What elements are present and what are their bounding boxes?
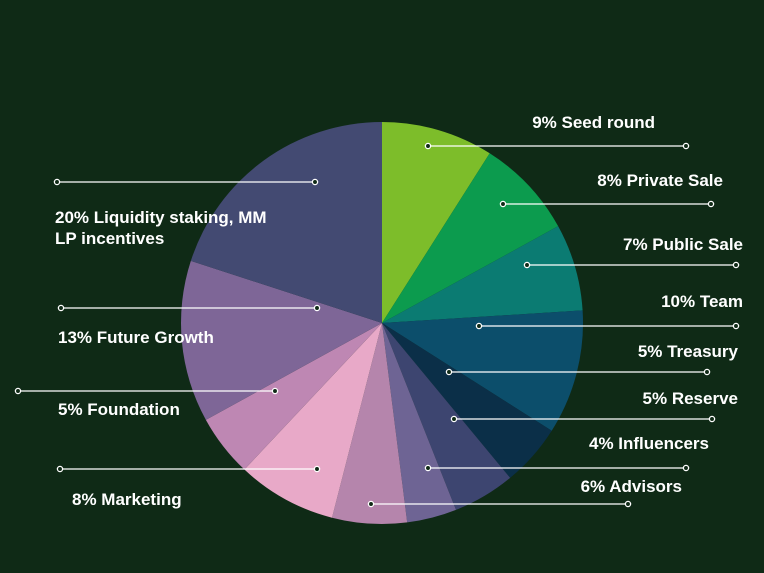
pie-slice [382,153,559,323]
leader-dot [424,464,432,472]
slice-label-line: 8% Marketing [72,490,182,509]
leader-dot [708,415,716,423]
slice-label-line: 10% Team [661,292,743,311]
leader-dot [682,464,690,472]
leader-lines [14,142,740,508]
leader-dot [445,368,453,376]
leader-dot [682,142,690,150]
leader-dot [57,304,65,312]
slice-label-line: 5% Treasury [638,342,739,361]
pie-slice [382,323,511,510]
slice-label: 5% Foundation [58,400,180,419]
leader-dot [367,500,375,508]
pie-slice [205,323,382,470]
leader-dot [523,261,531,269]
slice-label: 7% Public Sale [623,235,743,254]
leader-dot [703,368,711,376]
slice-labels: 9% Seed round 8% Private Sale 7% Public Sa… [55,113,743,509]
leader-dot [311,178,319,186]
pie-slice [190,122,382,323]
slice-label-line: 13% Future Growth [58,328,214,347]
slice-label-line: 7% Public Sale [623,235,743,254]
slice-label: 9% Seed round [532,113,655,132]
slice-label: 20% Liquidity staking, MM LP incentives [55,208,267,248]
leader-dot [271,387,279,395]
slice-label-line: 20% Liquidity staking, MM [55,208,267,227]
pie-slice [382,310,583,431]
pie-slice [382,323,456,523]
slice-label: 10% Team [661,292,743,311]
slice-label-line: LP incentives [55,229,164,248]
leader-dot [499,200,507,208]
slice-label-line: 9% Seed round [532,113,655,132]
leader-dot [624,500,632,508]
pie-slices [181,122,583,525]
pie-slice [382,122,490,323]
leader-dot [450,415,458,423]
slice-label: 4% Influencers [589,434,709,453]
leader-dot [14,387,22,395]
leader-dot [732,261,740,269]
slice-label-line: 5% Foundation [58,400,180,419]
leader-dot [313,304,321,312]
pie-slice [382,323,552,478]
leader-dot [56,465,64,473]
slice-label: 8% Marketing [72,490,182,509]
slice-label: 8% Private Sale [597,171,723,190]
leader-dot [313,465,321,473]
leader-dot [732,322,740,330]
pie-slice [332,323,408,525]
pie-slice [181,260,382,420]
leader-dot [707,200,715,208]
slice-label: 13% Future Growth [58,328,214,347]
leader-dot [475,322,483,330]
slice-label-line: 6% Advisors [581,477,682,496]
slice-label-line: 8% Private Sale [597,171,723,190]
slice-label-line: 4% Influencers [589,434,709,453]
slice-label: 6% Advisors [581,477,682,496]
slice-label-line: 5% Reserve [643,389,738,408]
slice-label: 5% Treasury [638,342,739,361]
pie-slice [382,226,583,323]
leader-dot [53,178,61,186]
leader-dot [424,142,432,150]
slice-label: 5% Reserve [643,389,738,408]
